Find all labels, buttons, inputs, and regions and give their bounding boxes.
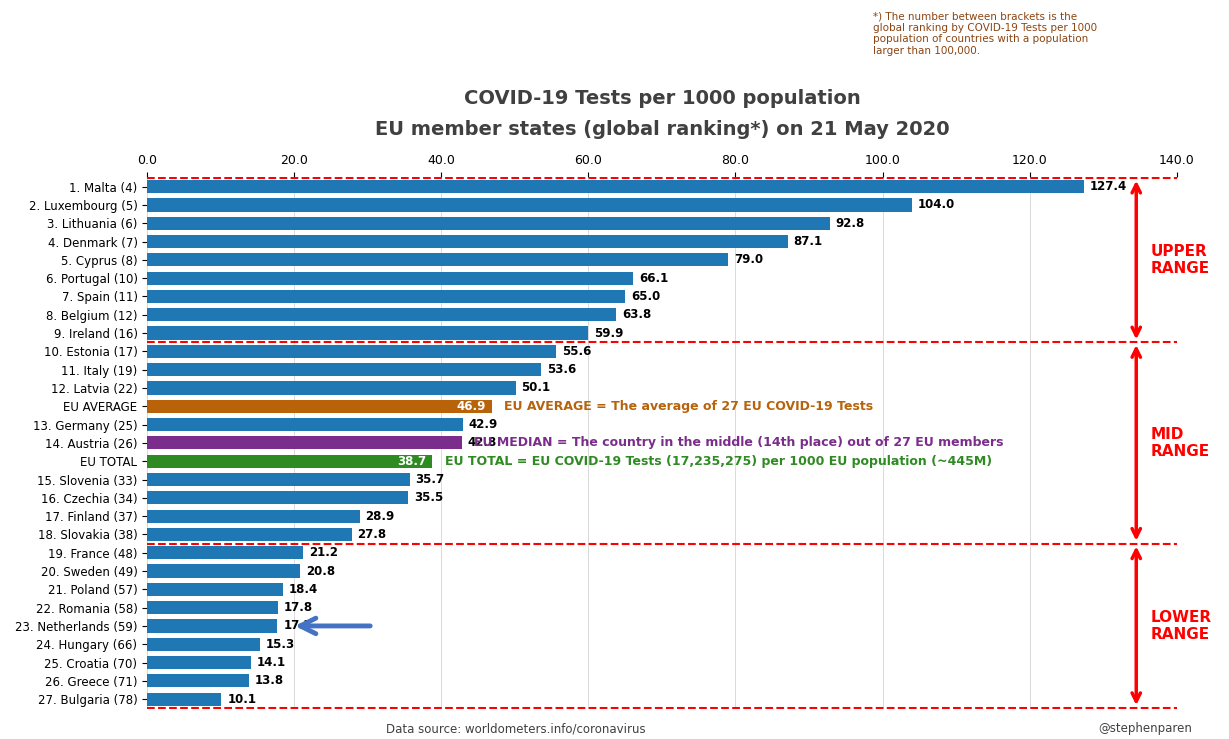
- Text: 17.8: 17.8: [284, 601, 313, 614]
- Bar: [147, 198, 912, 211]
- Text: 21.2: 21.2: [308, 546, 338, 559]
- Text: 53.6: 53.6: [547, 363, 576, 376]
- Bar: [147, 436, 462, 449]
- Text: 79.0: 79.0: [734, 253, 763, 266]
- Bar: [147, 363, 541, 376]
- Text: 42.9: 42.9: [468, 418, 498, 431]
- Text: 63.8: 63.8: [622, 308, 651, 321]
- Bar: [147, 180, 1084, 193]
- Text: 38.7: 38.7: [397, 454, 426, 468]
- Text: 28.9: 28.9: [365, 510, 395, 522]
- Bar: [147, 308, 617, 321]
- Text: EU MEDIAN = The country in the middle (14th place) out of 27 EU members: EU MEDIAN = The country in the middle (1…: [474, 437, 1004, 449]
- Text: MID
RANGE: MID RANGE: [1150, 426, 1211, 459]
- Bar: [147, 692, 221, 706]
- Bar: [147, 381, 516, 395]
- Text: UPPER
RANGE: UPPER RANGE: [1150, 244, 1211, 276]
- Bar: [147, 601, 278, 614]
- Bar: [147, 565, 300, 578]
- Bar: [147, 253, 728, 267]
- Text: 46.9: 46.9: [457, 400, 487, 413]
- Text: 59.9: 59.9: [594, 327, 623, 339]
- Bar: [147, 528, 351, 541]
- Bar: [147, 235, 788, 248]
- Bar: [147, 674, 248, 687]
- Bar: [147, 454, 431, 468]
- Bar: [147, 217, 830, 230]
- Text: 20.8: 20.8: [306, 565, 336, 577]
- Text: 50.1: 50.1: [521, 381, 551, 395]
- Bar: [147, 418, 462, 431]
- Bar: [147, 345, 556, 358]
- Text: 65.0: 65.0: [630, 290, 660, 303]
- Text: 35.7: 35.7: [415, 473, 445, 486]
- Bar: [147, 619, 278, 633]
- Text: 66.1: 66.1: [639, 272, 669, 285]
- Text: EU AVERAGE = The average of 27 EU COVID-19 Tests: EU AVERAGE = The average of 27 EU COVID-…: [504, 400, 873, 413]
- Text: *) The number between brackets is the
global ranking by COVID-19 Tests per 1000
: *) The number between brackets is the gl…: [873, 11, 1096, 56]
- Text: 13.8: 13.8: [254, 675, 284, 687]
- Text: 10.1: 10.1: [227, 692, 257, 706]
- Text: 42.8: 42.8: [468, 437, 497, 449]
- Bar: [147, 327, 587, 340]
- Text: 15.3: 15.3: [265, 638, 295, 651]
- Text: 27.8: 27.8: [358, 528, 387, 541]
- Bar: [147, 638, 259, 651]
- Text: 14.1: 14.1: [257, 656, 286, 669]
- Bar: [147, 546, 304, 559]
- Title: COVID-19 Tests per 1000 population
EU member states (global ranking*) on 21 May : COVID-19 Tests per 1000 population EU me…: [375, 89, 949, 139]
- Bar: [147, 583, 283, 596]
- Text: 55.6: 55.6: [562, 345, 591, 358]
- Text: 104.0: 104.0: [918, 199, 955, 211]
- Text: EU TOTAL = EU COVID-19 Tests (17,235,275) per 1000 EU population (~445M): EU TOTAL = EU COVID-19 Tests (17,235,275…: [445, 454, 992, 468]
- Text: 18.4: 18.4: [289, 583, 317, 596]
- Bar: [147, 290, 626, 303]
- Bar: [147, 271, 633, 285]
- Text: 17.7: 17.7: [283, 619, 312, 633]
- Bar: [147, 473, 409, 486]
- Text: @stephenparen: @stephenparen: [1099, 722, 1192, 735]
- Bar: [147, 509, 360, 522]
- Bar: [147, 491, 408, 505]
- Text: 35.5: 35.5: [414, 491, 444, 504]
- Text: 92.8: 92.8: [836, 217, 865, 230]
- Text: LOWER
RANGE: LOWER RANGE: [1150, 610, 1212, 642]
- Text: Data source: worldometers.info/coronavirus: Data source: worldometers.info/coronavir…: [386, 722, 646, 735]
- Text: 127.4: 127.4: [1090, 180, 1127, 193]
- Bar: [147, 656, 251, 669]
- Text: 87.1: 87.1: [794, 235, 822, 248]
- Bar: [147, 400, 492, 413]
